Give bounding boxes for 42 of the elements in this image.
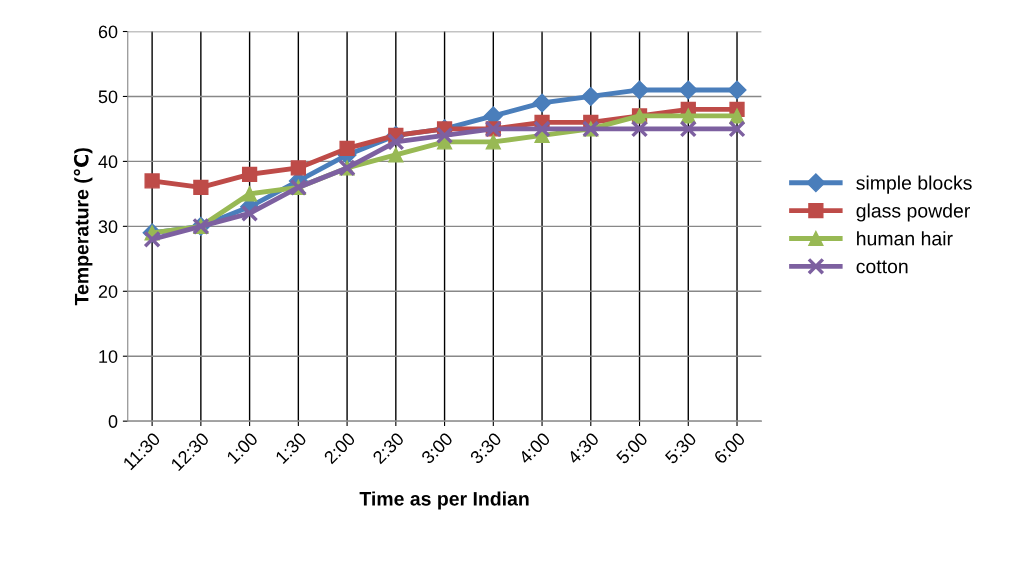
x-tick-label: 4:30 <box>566 431 600 465</box>
point <box>680 108 696 124</box>
legend-label: simple blocks <box>856 175 972 194</box>
legend-label: glass powder <box>856 203 970 222</box>
point <box>143 230 161 249</box>
point <box>144 173 160 189</box>
point <box>581 86 601 106</box>
point <box>387 133 405 151</box>
point <box>241 166 258 183</box>
point <box>193 179 209 196</box>
point <box>729 108 745 124</box>
point <box>241 186 258 202</box>
point <box>532 93 552 113</box>
point <box>240 204 259 223</box>
point <box>728 120 746 138</box>
point <box>485 134 501 150</box>
point <box>339 140 355 157</box>
legend-label: cotton <box>856 260 908 274</box>
y-tick-label: 10 <box>99 350 118 363</box>
point <box>630 80 650 100</box>
y-axis-title: Temperature (℃) <box>73 148 93 306</box>
y-tick-label: 30 <box>98 220 118 234</box>
y-tick-label: 20 <box>98 285 118 298</box>
point <box>727 80 747 100</box>
point <box>533 120 551 138</box>
x-axis-title: Time as per Indian <box>359 491 529 510</box>
point <box>388 147 404 163</box>
y-tick-label: 40 <box>98 155 118 169</box>
legend-label: human hair <box>857 231 953 246</box>
point <box>630 120 649 138</box>
point <box>679 120 697 138</box>
point <box>435 126 454 145</box>
y-tick-label: 0 <box>108 415 118 428</box>
point <box>290 160 306 176</box>
x-tick-label: 4:00 <box>517 431 551 465</box>
x-tick-label: 3:30 <box>469 431 503 465</box>
y-tick-label: 50 <box>98 90 118 104</box>
x-tick-label: 6:00 <box>713 431 746 465</box>
point <box>678 80 698 100</box>
x-tick-label: 3:00 <box>420 431 454 465</box>
y-tick-label: 60 <box>98 25 118 39</box>
x-tick-label: 5:30 <box>664 431 698 465</box>
